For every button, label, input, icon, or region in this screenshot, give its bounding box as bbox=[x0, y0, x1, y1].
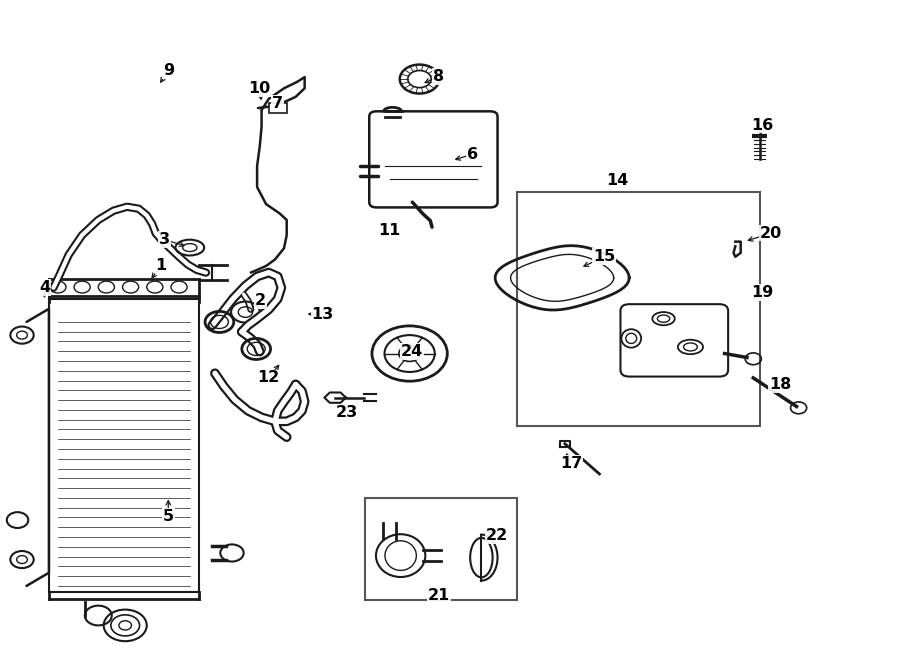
Text: 24: 24 bbox=[401, 344, 423, 359]
Text: 14: 14 bbox=[607, 173, 629, 188]
Text: 18: 18 bbox=[770, 377, 791, 392]
Text: 1: 1 bbox=[156, 258, 166, 274]
Text: 21: 21 bbox=[428, 588, 450, 603]
Text: 2: 2 bbox=[255, 293, 266, 309]
Text: 19: 19 bbox=[752, 285, 773, 300]
Text: 16: 16 bbox=[752, 118, 773, 133]
Bar bbox=[49, 299, 199, 592]
Text: 5: 5 bbox=[163, 508, 174, 524]
Text: 9: 9 bbox=[163, 63, 174, 78]
Text: 6: 6 bbox=[467, 147, 478, 161]
Bar bbox=[364, 498, 518, 600]
Bar bbox=[518, 192, 760, 426]
Text: 8: 8 bbox=[433, 69, 444, 84]
Text: 10: 10 bbox=[248, 81, 271, 96]
Text: 23: 23 bbox=[336, 405, 358, 420]
Text: 20: 20 bbox=[760, 225, 782, 241]
Text: 17: 17 bbox=[560, 456, 582, 471]
Text: 22: 22 bbox=[485, 528, 508, 543]
Bar bbox=[269, 102, 287, 113]
Text: 11: 11 bbox=[378, 223, 400, 238]
Text: 12: 12 bbox=[257, 370, 280, 385]
Text: 4: 4 bbox=[39, 280, 50, 295]
Text: 15: 15 bbox=[593, 249, 616, 264]
Text: 3: 3 bbox=[159, 232, 170, 247]
Text: 7: 7 bbox=[272, 96, 284, 111]
Text: 13: 13 bbox=[311, 307, 334, 321]
